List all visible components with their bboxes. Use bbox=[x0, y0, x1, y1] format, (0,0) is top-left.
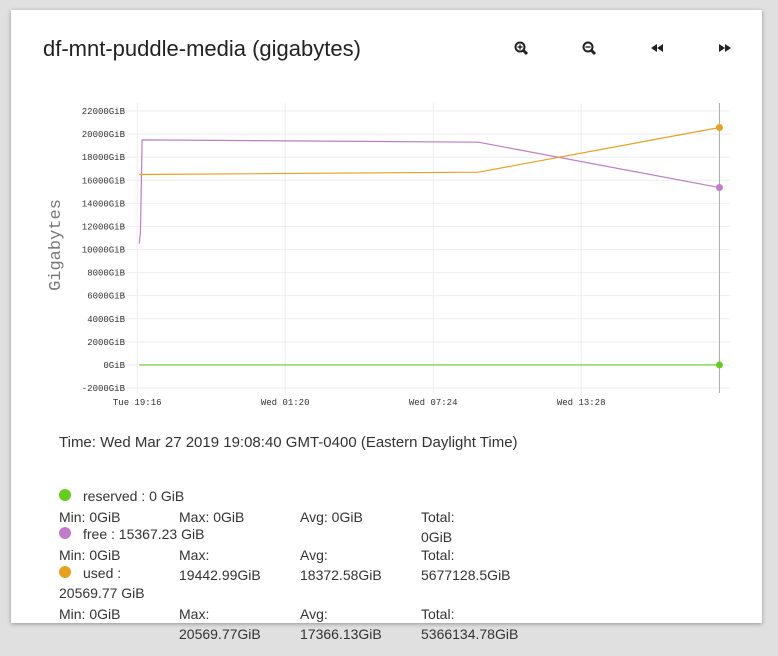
stat-value: 0GiB bbox=[213, 509, 245, 525]
stat-value: 0GiB bbox=[89, 606, 121, 622]
time-label: Time: Wed Mar 27 2019 19:08:40 GMT-0400 … bbox=[59, 434, 518, 451]
plot-area bbox=[113, 103, 730, 388]
stat-value: 18372.58GiB bbox=[300, 567, 382, 583]
stat-label: Max: bbox=[179, 509, 210, 525]
x-tick-label: Wed 13:28 bbox=[557, 398, 606, 408]
stat-label: Total: bbox=[421, 606, 455, 622]
stat-label: Min: bbox=[59, 606, 86, 622]
y-tick-label: 0GiB bbox=[103, 361, 125, 371]
series-name: free bbox=[83, 526, 108, 542]
x-tick-label: Tue 19:16 bbox=[113, 398, 162, 408]
legend-swatch bbox=[59, 566, 71, 578]
end-point bbox=[715, 124, 723, 132]
stat-label: Avg: bbox=[300, 547, 328, 563]
stat-label: Min: bbox=[59, 509, 86, 525]
series-name: reserved bbox=[83, 488, 138, 504]
stat-value: 0GiB bbox=[89, 547, 121, 563]
stat-max: Max: 19442.99GiB bbox=[179, 545, 261, 585]
stat-label: Total: bbox=[421, 547, 455, 563]
stat-value: 0GiB bbox=[331, 509, 363, 525]
stat-value: 5366134.78GiB bbox=[421, 626, 519, 642]
legend-entry: used : 20569.77 GiB bbox=[59, 563, 183, 603]
stat-value: 19442.99GiB bbox=[179, 567, 261, 583]
stat-label: Max: bbox=[179, 606, 210, 622]
x-tick-label: Wed 07:24 bbox=[409, 398, 458, 408]
current-value: : 0 GiB bbox=[141, 488, 185, 504]
stat-label: Avg: bbox=[300, 606, 328, 622]
stat-label: Min: bbox=[59, 547, 86, 563]
stat-value: 20569.77GiB bbox=[179, 626, 261, 642]
legend-entry: reserved : 0 GiB bbox=[59, 486, 259, 506]
y-tick-label: 20000GiB bbox=[82, 130, 126, 140]
y-tick-label: 8000GiB bbox=[87, 269, 125, 279]
stat-avg: Avg: 0GiB bbox=[300, 507, 363, 527]
stat-label: Avg: bbox=[300, 509, 328, 525]
stat-max: Max: 0GiB bbox=[179, 507, 244, 527]
y-axis-label: Gigabytes bbox=[47, 199, 66, 291]
stat-avg: Avg: 17366.13GiB bbox=[300, 604, 382, 644]
stat-value: 17366.13GiB bbox=[300, 626, 382, 642]
y-tick-label: 4000GiB bbox=[87, 315, 125, 325]
y-tick-label: 14000GiB bbox=[82, 199, 126, 209]
y-tick-label: 16000GiB bbox=[82, 176, 126, 186]
stat-value: 0GiB bbox=[421, 529, 453, 545]
stat-avg: Avg: 18372.58GiB bbox=[300, 545, 382, 585]
legend-entry: free : 15367.23 GiB bbox=[59, 524, 259, 544]
stat-total: Total: 0GiB bbox=[421, 507, 454, 547]
series-line bbox=[139, 126, 720, 176]
stat-min: Min: 0GiB bbox=[59, 545, 120, 565]
stat-value: 5677128.5GiB bbox=[421, 567, 511, 583]
y-tick-label: 10000GiB bbox=[82, 246, 126, 256]
series-name: used bbox=[83, 565, 114, 581]
stat-total: Total: 5366134.78GiB bbox=[421, 604, 518, 644]
y-tick-label: 22000GiB bbox=[82, 107, 126, 117]
stat-label: Max: bbox=[179, 547, 210, 563]
current-value: : 15367.23 GiB bbox=[111, 526, 205, 542]
y-tick-label: -2000GiB bbox=[82, 384, 126, 394]
zoom-in[interactable] bbox=[514, 41, 529, 56]
end-point bbox=[715, 361, 723, 369]
stat-min: Min: 0GiB bbox=[59, 507, 120, 527]
rewind[interactable] bbox=[651, 44, 663, 52]
y-tick-label: 12000GiB bbox=[82, 222, 126, 232]
y-tick-label: 2000GiB bbox=[87, 338, 125, 348]
legend-swatch bbox=[59, 527, 71, 539]
y-tick-label: 18000GiB bbox=[82, 153, 126, 163]
fast-forward[interactable] bbox=[719, 44, 731, 52]
chart-title: df-mnt-puddle-media (gigabytes) bbox=[43, 36, 361, 61]
x-tick-label: Wed 01:20 bbox=[261, 398, 310, 408]
zoom-out[interactable] bbox=[582, 41, 597, 56]
stat-value: 0GiB bbox=[89, 509, 121, 525]
y-tick-label: 6000GiB bbox=[87, 292, 125, 302]
stat-min: Min: 0GiB bbox=[59, 604, 120, 624]
end-point bbox=[715, 184, 723, 192]
legend-swatch bbox=[59, 489, 71, 501]
current-value: : 20569.77 GiB bbox=[59, 565, 145, 601]
stat-total: Total: 5677128.5GiB bbox=[421, 545, 511, 585]
stat-max: Max: 20569.77GiB bbox=[179, 604, 261, 644]
stat-label: Total: bbox=[421, 509, 455, 525]
